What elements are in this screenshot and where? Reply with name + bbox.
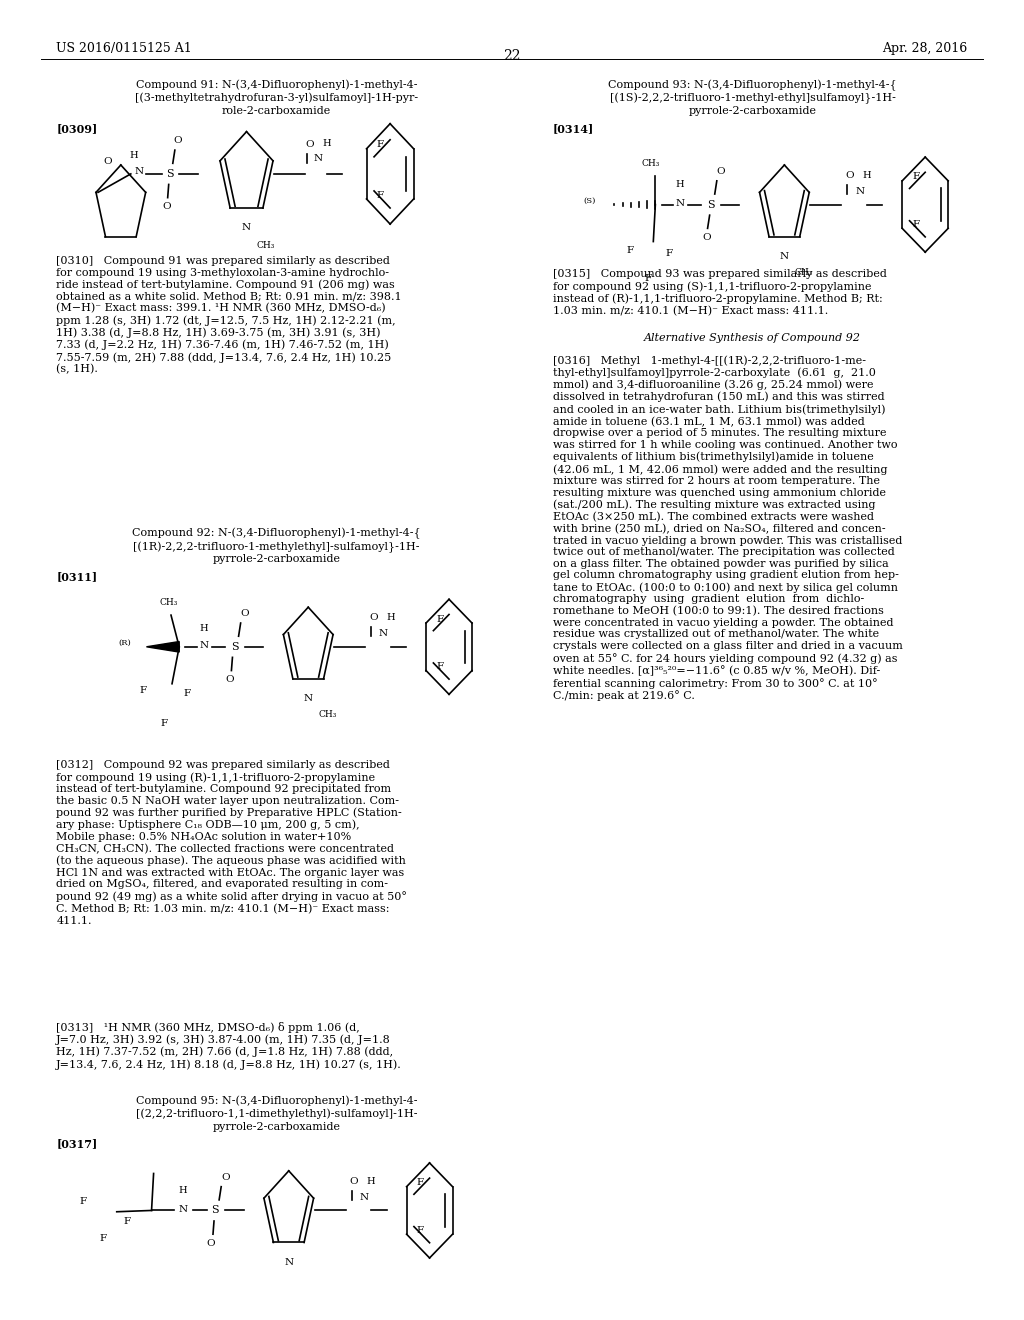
- Text: N: N: [242, 223, 251, 232]
- Text: F: F: [377, 140, 384, 149]
- Text: S: S: [230, 642, 239, 652]
- Text: CH₃: CH₃: [641, 158, 659, 168]
- Text: [(1S)-2,2,2-trifluoro-1-methyl-ethyl]sulfamoyl}-1H-: [(1S)-2,2,2-trifluoro-1-methyl-ethyl]sul…: [609, 92, 896, 104]
- Text: H: H: [323, 139, 331, 148]
- Text: F: F: [666, 249, 672, 257]
- Text: F: F: [80, 1197, 86, 1205]
- Text: H: H: [130, 150, 138, 160]
- Text: CH₃: CH₃: [318, 710, 337, 719]
- Text: F: F: [161, 719, 167, 727]
- Text: N: N: [134, 166, 143, 176]
- Text: H: H: [862, 172, 871, 180]
- Text: O: O: [225, 676, 233, 684]
- Text: O: O: [241, 610, 249, 618]
- Text: O: O: [207, 1239, 215, 1247]
- Text: N: N: [676, 199, 684, 207]
- Text: F: F: [436, 663, 443, 671]
- Text: pyrrole-2-carboxamide: pyrrole-2-carboxamide: [213, 1122, 340, 1133]
- Text: F: F: [436, 615, 443, 623]
- Text: F: F: [377, 190, 384, 199]
- Text: O: O: [174, 136, 182, 145]
- Text: pyrrole-2-carboxamide: pyrrole-2-carboxamide: [688, 106, 817, 116]
- Polygon shape: [146, 642, 179, 652]
- Text: 22: 22: [503, 49, 521, 63]
- Text: Alternative Synthesis of Compound 92: Alternative Synthesis of Compound 92: [644, 333, 861, 343]
- Text: F: F: [140, 686, 146, 694]
- Text: N: N: [304, 694, 312, 704]
- Text: [(3-methyltetrahydrofuran-3-yl)sulfamoyl]-1H-pyr-: [(3-methyltetrahydrofuran-3-yl)sulfamoyl…: [135, 92, 418, 103]
- Text: (S): (S): [584, 197, 596, 205]
- Text: F: F: [184, 689, 190, 697]
- Text: [0317]: [0317]: [56, 1138, 97, 1148]
- Text: H: H: [200, 624, 208, 632]
- Text: N: N: [313, 153, 323, 162]
- Text: [0309]: [0309]: [56, 123, 97, 133]
- Text: O: O: [163, 202, 171, 211]
- Text: Compound 93: N-(3,4-Difluorophenyl)-1-methyl-4-{: Compound 93: N-(3,4-Difluorophenyl)-1-me…: [608, 79, 897, 91]
- Text: O: O: [305, 140, 313, 149]
- Text: F: F: [645, 275, 651, 282]
- Text: O: O: [717, 168, 725, 176]
- Text: Compound 91: N-(3,4-Difluorophenyl)-1-methyl-4-: Compound 91: N-(3,4-Difluorophenyl)-1-me…: [136, 79, 417, 90]
- Text: O: O: [845, 172, 854, 180]
- Text: S: S: [166, 169, 173, 180]
- Text: H: H: [367, 1177, 376, 1185]
- Text: [0311]: [0311]: [56, 572, 97, 582]
- Text: CH₃: CH₃: [257, 242, 275, 251]
- Text: N: N: [179, 1205, 187, 1213]
- Text: H: H: [676, 181, 684, 189]
- Text: [(2,2,2-trifluoro-1,1-dimethylethyl)-sulfamoyl]-1H-: [(2,2,2-trifluoro-1,1-dimethylethyl)-sul…: [136, 1109, 417, 1119]
- Text: O: O: [103, 157, 112, 165]
- Text: O: O: [349, 1177, 358, 1185]
- Text: (R): (R): [119, 639, 131, 647]
- Text: O: O: [702, 234, 711, 242]
- Text: Compound 92: N-(3,4-Difluorophenyl)-1-methyl-4-{: Compound 92: N-(3,4-Difluorophenyl)-1-me…: [132, 528, 421, 540]
- Text: US 2016/0115125 A1: US 2016/0115125 A1: [56, 42, 193, 55]
- Text: S: S: [211, 1205, 219, 1216]
- Text: N: N: [285, 1258, 293, 1267]
- Text: Compound 95: N-(3,4-Difluorophenyl)-1-methyl-4-: Compound 95: N-(3,4-Difluorophenyl)-1-me…: [136, 1096, 417, 1106]
- Text: [0313]   ¹H NMR (360 MHz, DMSO-d₆) δ ppm 1.06 (d,
J=7.0 Hz, 3H) 3.92 (s, 3H) 3.8: [0313] ¹H NMR (360 MHz, DMSO-d₆) δ ppm 1…: [56, 1022, 402, 1069]
- Text: Apr. 28, 2016: Apr. 28, 2016: [883, 42, 968, 55]
- Text: O: O: [221, 1173, 229, 1181]
- Text: O: O: [369, 614, 378, 622]
- Text: [0312]   Compound 92 was prepared similarly as described
for compound 19 using (: [0312] Compound 92 was prepared similarl…: [56, 760, 408, 925]
- Text: N: N: [780, 252, 788, 261]
- Text: H: H: [178, 1187, 186, 1195]
- Text: F: F: [912, 220, 920, 228]
- Text: F: F: [417, 1226, 424, 1234]
- Text: F: F: [124, 1217, 130, 1225]
- Text: [0314]: [0314]: [553, 123, 594, 133]
- Text: [0315]   Compound 93 was prepared similarly as described
for compound 92 using (: [0315] Compound 93 was prepared similarl…: [553, 269, 887, 315]
- Text: N: N: [379, 630, 388, 638]
- Text: F: F: [417, 1179, 424, 1187]
- Text: [0316]   Methyl   1-methyl-4-[[(1R)-2,2,2-trifluoro-1-me-
thyl-ethyl]sulfamoyl]p: [0316] Methyl 1-methyl-4-[[(1R)-2,2,2-tr…: [553, 355, 903, 701]
- Text: [0310]   Compound 91 was prepared similarly as described
for compound 19 using 3: [0310] Compound 91 was prepared similarl…: [56, 256, 402, 375]
- Text: CH₃: CH₃: [795, 268, 813, 277]
- Text: role-2-carboxamide: role-2-carboxamide: [222, 106, 331, 116]
- Text: pyrrole-2-carboxamide: pyrrole-2-carboxamide: [213, 554, 340, 565]
- Text: F: F: [912, 173, 920, 181]
- Text: F: F: [100, 1234, 106, 1242]
- Text: [(1R)-2,2,2-trifluoro-1-methylethyl]-sulfamoyl}-1H-: [(1R)-2,2,2-trifluoro-1-methylethyl]-sul…: [133, 541, 420, 553]
- Text: H: H: [386, 614, 395, 622]
- Text: CH₃: CH₃: [160, 598, 178, 607]
- Text: F: F: [627, 247, 633, 255]
- Text: N: N: [200, 642, 208, 649]
- Text: N: N: [359, 1193, 369, 1201]
- Text: N: N: [855, 187, 864, 195]
- Text: S: S: [707, 199, 715, 210]
